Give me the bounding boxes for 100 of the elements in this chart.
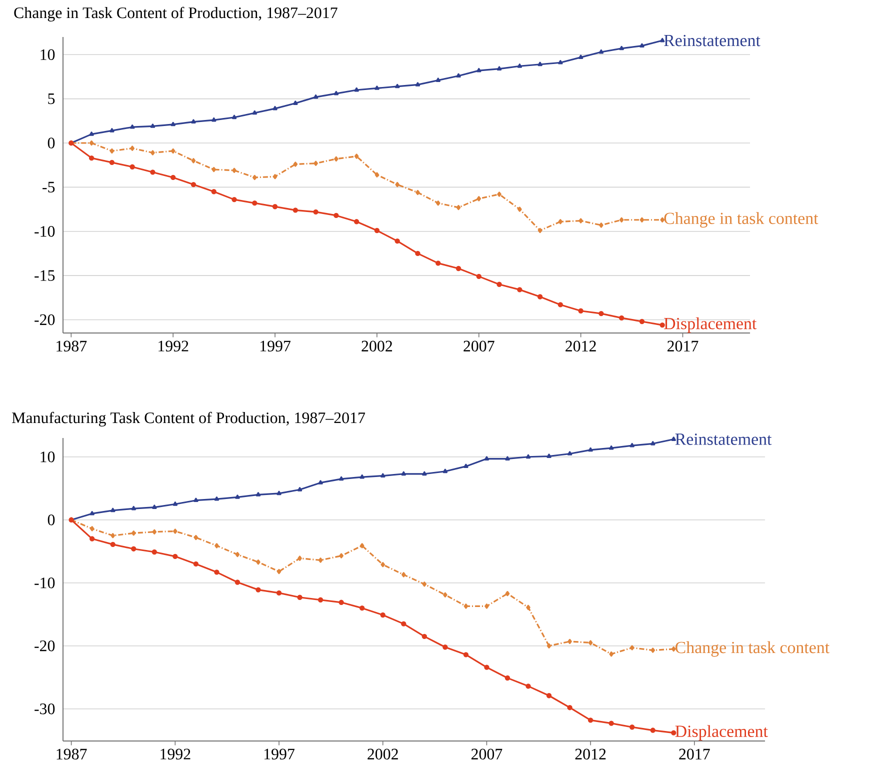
point: [484, 456, 490, 460]
point: [496, 282, 502, 287]
point: [568, 638, 572, 644]
x-tick-label: 2017: [668, 340, 698, 352]
point: [476, 274, 482, 280]
point: [360, 474, 364, 479]
point: [172, 502, 178, 506]
point: [252, 110, 257, 115]
point: [211, 189, 216, 194]
point: [191, 158, 196, 164]
point: [232, 168, 236, 173]
y-tick-label: 5: [48, 94, 55, 104]
series-label: Reinstatement: [664, 34, 760, 46]
point: [272, 174, 278, 180]
point: [131, 506, 136, 510]
point: [463, 652, 469, 658]
point: [110, 508, 116, 512]
point: [640, 43, 644, 48]
point: [578, 54, 584, 60]
point: [212, 166, 216, 172]
y-tick-label: 10: [40, 452, 55, 462]
point: [630, 442, 634, 448]
point: [380, 612, 386, 618]
point: [110, 533, 115, 538]
point: [354, 219, 360, 224]
point: [191, 119, 196, 124]
point: [338, 476, 344, 481]
point: [374, 172, 380, 178]
point: [505, 590, 510, 596]
point: [588, 640, 593, 646]
point: [152, 504, 157, 509]
point: [131, 530, 136, 536]
point: [339, 553, 344, 558]
point: [297, 487, 302, 492]
point: [110, 542, 116, 548]
point: [476, 68, 482, 72]
point: [334, 156, 338, 162]
point: [538, 228, 542, 234]
point: [212, 117, 216, 122]
x-tick-label: 2007: [471, 748, 502, 760]
point: [276, 490, 282, 496]
x-tick-label: 2012: [575, 748, 606, 760]
point: [334, 212, 339, 218]
point: [618, 315, 624, 321]
point: [456, 266, 462, 272]
point: [170, 148, 176, 154]
point: [504, 675, 510, 681]
point: [436, 78, 440, 82]
point: [484, 664, 490, 670]
x-tick-label: 1997: [264, 748, 294, 760]
point: [464, 604, 468, 609]
point: [313, 94, 318, 99]
chart-title: Change in Task Content of Production, 1987–2017: [14, 6, 338, 22]
point: [214, 496, 220, 501]
point: [272, 204, 278, 210]
point: [578, 308, 584, 314]
point: [619, 217, 624, 222]
point: [334, 90, 339, 96]
point: [276, 590, 282, 596]
point: [380, 562, 385, 568]
point: [526, 684, 531, 689]
point: [588, 447, 593, 452]
point: [442, 644, 448, 650]
x-tick-label: 1987: [56, 340, 87, 352]
point: [252, 200, 258, 206]
point: [354, 87, 359, 92]
point: [313, 209, 318, 215]
point: [131, 546, 136, 552]
point: [173, 528, 178, 534]
point: [214, 570, 220, 575]
series-label: Change in task content: [664, 212, 818, 228]
point: [110, 148, 114, 154]
point: [464, 464, 468, 468]
point: [609, 651, 614, 657]
point: [401, 471, 406, 476]
point: [190, 182, 196, 188]
y-tick-label: -20: [34, 640, 55, 652]
point: [517, 287, 522, 292]
point: [436, 200, 440, 206]
x-tick-label: 2012: [566, 340, 596, 352]
x-tick-label: 1997: [260, 340, 291, 352]
point: [293, 100, 298, 105]
point: [152, 549, 157, 555]
point: [650, 441, 656, 446]
point: [293, 162, 298, 167]
point: [90, 510, 94, 516]
point: [89, 536, 95, 542]
point: [558, 219, 563, 224]
x-tick-label: 1987: [56, 748, 87, 760]
point: [130, 164, 135, 170]
point: [90, 526, 94, 532]
point: [558, 302, 564, 308]
point: [338, 600, 344, 605]
point: [232, 196, 237, 202]
point: [89, 140, 94, 146]
point: [497, 192, 502, 197]
point: [272, 106, 278, 110]
point: [422, 471, 427, 476]
point: [314, 160, 318, 166]
point: [318, 597, 324, 602]
